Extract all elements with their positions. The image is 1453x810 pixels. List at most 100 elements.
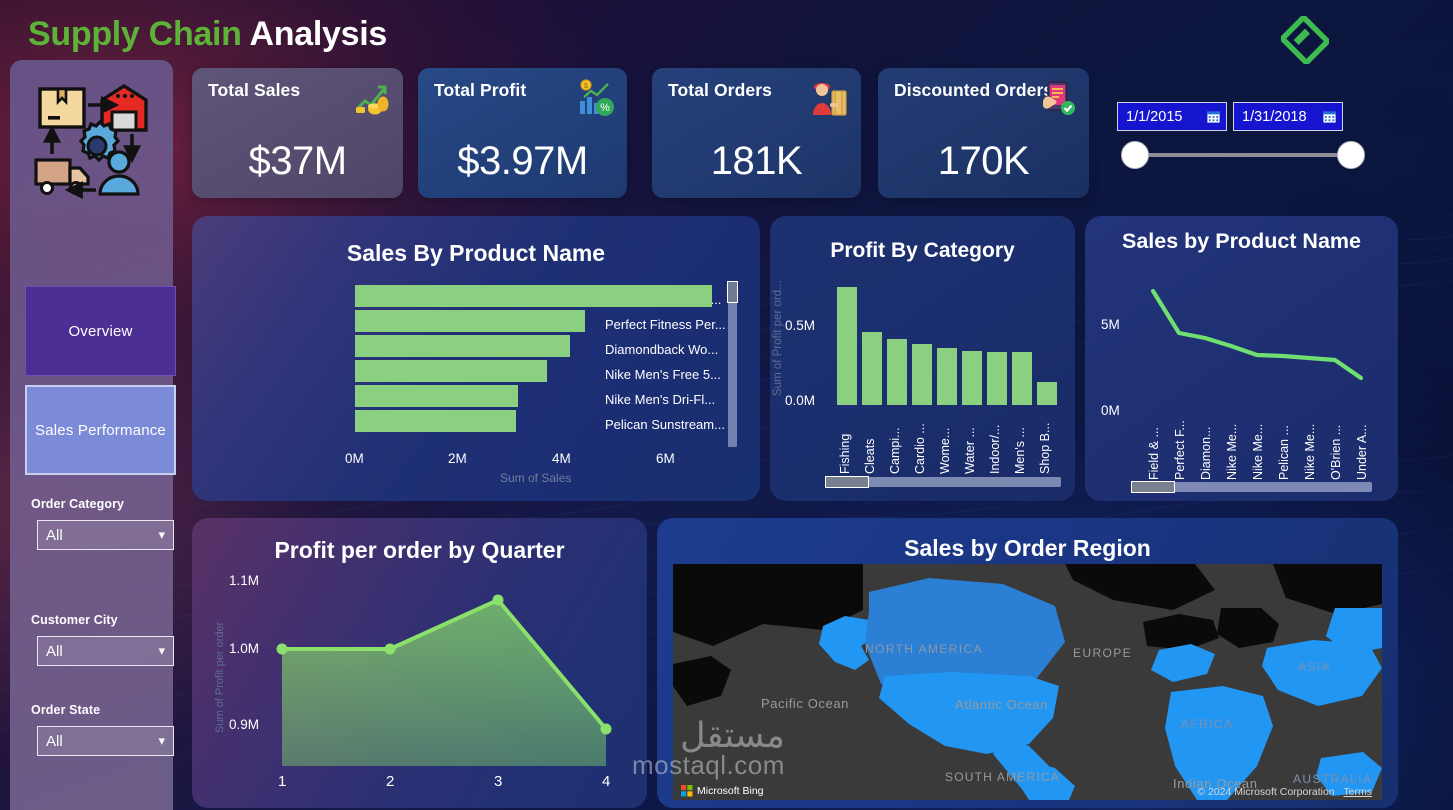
date-range-slider-track[interactable] (1138, 153, 1351, 157)
scrollbar-thumb[interactable] (825, 476, 869, 488)
svg-text:$: $ (584, 83, 588, 90)
filter-select-order-category[interactable]: All ▾ (37, 520, 174, 550)
category-chart-horizontal-scrollbar[interactable] (825, 476, 1061, 488)
kpi-title-total-orders: Total Orders (668, 80, 772, 100)
chart-profit-by-category[interactable]: Profit By Category Sum of Profit per ord… (770, 216, 1075, 501)
chart-title-profit-by-category: Profit By Category (830, 239, 1015, 262)
date-range-slider-handle-right[interactable] (1337, 141, 1365, 169)
scrollbar-thumb[interactable] (1131, 481, 1175, 493)
kpi-card-total-profit[interactable]: Total Profit $ % $3.97M (418, 68, 627, 198)
x-axis-tick: 4M (552, 451, 571, 466)
filter-label-customer-city: Customer City (31, 613, 118, 627)
map-label-australia: AUSTRALIA (1293, 772, 1373, 786)
bar-segment[interactable] (355, 385, 518, 407)
column-segment[interactable] (962, 351, 982, 405)
sidebar: Overview Sales Performance Order Categor… (10, 60, 176, 810)
y-axis-tick: 0.9M (229, 717, 260, 732)
column-segment[interactable] (912, 344, 932, 405)
bar-segment[interactable] (355, 410, 516, 432)
profit-percent-chart-icon: $ % (580, 79, 614, 116)
calendar-icon[interactable] (1322, 109, 1337, 124)
bar-chart-vertical-scrollbar[interactable] (727, 281, 738, 447)
chart-title-profit-per-order: Profit per order by Quarter (274, 537, 565, 563)
x-axis-tick: Cardio ... (913, 423, 927, 474)
kpi-value-total-orders: 181K (710, 139, 803, 183)
chart-sales-by-product-name-line[interactable]: Sales by Product Name 5M 0M Field & ... … (1085, 216, 1398, 501)
line-series[interactable] (1085, 216, 1398, 501)
bar-segment[interactable] (355, 310, 585, 332)
x-axis-tick: Fishing (838, 433, 852, 474)
x-axis-tick: Diamon... (1199, 426, 1213, 481)
x-axis-tick: 1 (278, 773, 287, 790)
column-segment[interactable] (837, 287, 857, 405)
kpi-value-total-profit: $3.97M (457, 139, 588, 183)
x-axis-tick: 2 (386, 773, 395, 790)
column-segment[interactable] (1037, 382, 1057, 405)
chart-profit-per-order-by-quarter[interactable]: Profit per order by Quarter 1.1M 1.0M 0.… (192, 518, 647, 808)
chart-sales-by-product-name-bar[interactable]: Sales By Product Name Field & Stream Sp.… (192, 216, 760, 501)
sidebar-nav-sales-performance[interactable]: Sales Performance (25, 385, 176, 475)
filter-value-customer-city: All (46, 642, 63, 660)
x-axis-tick: Wome... (938, 427, 952, 474)
sidebar-nav-sales-performance-label: Sales Performance (35, 421, 166, 439)
column-segment[interactable] (862, 332, 882, 405)
page-title-primary: Supply Chain (28, 15, 242, 53)
bar-segment[interactable] (355, 335, 570, 357)
filter-label-order-state: Order State (31, 703, 101, 717)
x-axis-tick: Field & ... (1147, 427, 1161, 480)
bar-category-label: Nike Men's Dri-Fl... (605, 392, 716, 407)
date-slicer-from-value: 1/1/2015 (1126, 108, 1183, 125)
sidebar-nav-overview[interactable]: Overview (25, 286, 176, 376)
x-axis-tick: Nike Me... (1303, 423, 1317, 480)
map-terms-link[interactable]: Terms (1343, 786, 1372, 798)
column-segment[interactable] (987, 352, 1007, 405)
column-segment[interactable] (937, 348, 957, 405)
x-axis-tick: Men's ... (1013, 427, 1027, 474)
column-segment[interactable] (1012, 352, 1032, 405)
filter-value-order-state: All (46, 732, 63, 750)
chevron-down-icon: ▾ (158, 733, 165, 748)
column-plot-area (835, 286, 1057, 405)
map-sales-by-order-region[interactable]: Sales by Order Region (657, 518, 1398, 808)
green-diamond-logo-icon (1281, 16, 1329, 64)
bar-category-label: Nike Men's Free 5... (605, 367, 721, 382)
bing-badge-label: Microsoft Bing (697, 785, 764, 797)
money-growth-chart-icon (355, 85, 389, 115)
x-axis-tick: Pelican ... (1277, 425, 1291, 480)
page-title-secondary: Analysis (249, 15, 388, 53)
column-segment[interactable] (887, 339, 907, 405)
scrollbar-thumb[interactable] (727, 281, 738, 303)
map-copyright-text: © 2024 Microsoft Corporation (1197, 786, 1335, 798)
bar-segment[interactable] (355, 360, 547, 382)
map-canvas[interactable]: NORTH AMERICA Pacific Ocean Atlantic Oce… (673, 564, 1382, 800)
map-label-indian-ocean: Indian Ocean (1173, 776, 1258, 791)
date-range-slider-handle-left[interactable] (1121, 141, 1149, 169)
discount-phone-check-icon (1043, 81, 1075, 115)
y-axis-tick: 1.1M (229, 573, 260, 588)
chart-title-sales-by-product-bar: Sales By Product Name (346, 240, 606, 266)
filter-select-customer-city[interactable]: All ▾ (37, 636, 174, 666)
sidebar-nav-overview-label: Overview (68, 322, 133, 340)
line-chart-horizontal-scrollbar[interactable] (1131, 481, 1372, 493)
filter-select-order-state[interactable]: All ▾ (37, 726, 174, 756)
bar-category-label: Diamondback Wo... (605, 342, 719, 357)
svg-text:%: % (600, 102, 610, 114)
filter-label-order-category: Order Category (31, 497, 125, 511)
bar-segment[interactable] (355, 285, 712, 307)
kpi-card-total-sales[interactable]: Total Sales $37M (192, 68, 403, 198)
x-axis-tick: 2M (448, 451, 467, 466)
calendar-icon[interactable] (1206, 109, 1221, 124)
map-label-south-america: SOUTH AMERICA (945, 770, 1060, 784)
date-slicer-from[interactable]: 1/1/2015 (1117, 102, 1227, 131)
x-axis-tick: Shop B... (1038, 422, 1052, 474)
page-title: Supply Chain Analysis (28, 15, 387, 54)
date-slicer-to[interactable]: 1/31/2018 (1233, 102, 1343, 131)
date-slicer-to-value: 1/31/2018 (1242, 108, 1307, 125)
kpi-card-discounted-orders[interactable]: Discounted Orders 170K (878, 68, 1089, 198)
area-series[interactable] (192, 518, 647, 808)
world-map-svg[interactable] (673, 564, 1382, 800)
chart-title-sales-by-product-line: Sales by Product Name (1122, 229, 1361, 253)
kpi-card-total-orders[interactable]: Total Orders 181K (652, 68, 861, 198)
y-axis-tick: 5M (1101, 317, 1120, 332)
bing-logo-badge: Microsoft Bing (681, 785, 764, 797)
